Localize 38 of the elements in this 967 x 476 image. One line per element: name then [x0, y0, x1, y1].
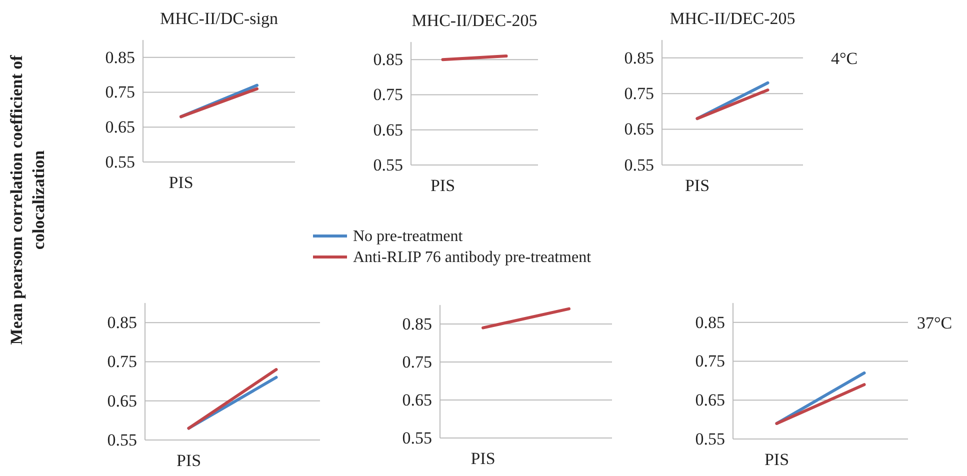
y-tick-label: 0.65 [402, 390, 432, 410]
x-tick-label: PIS [470, 449, 496, 468]
legend-label: Anti-RLIP 76 antibody pre-treatment [353, 249, 592, 266]
y-tick-label: 0.55 [624, 155, 654, 174]
x-tick-label: PIS [684, 176, 710, 196]
y-tick-label: 0.85 [105, 48, 135, 67]
y-tick-label: 0.55 [402, 428, 432, 448]
y-tick-label: 0.65 [624, 120, 654, 139]
y-tick-label: 0.75 [695, 352, 725, 371]
y-axis-title: Mean pearsom correlation coefficient of colocalization [7, 54, 48, 345]
x-tick-label: PIS [764, 450, 790, 470]
x-tick-label: PIS [430, 176, 456, 196]
y-tick-label: 0.85 [373, 50, 403, 70]
y-tick-label: 0.65 [695, 390, 725, 410]
x-tick-label: PIS [176, 451, 202, 470]
chart-title: MHC-II/DC-sign [160, 9, 279, 28]
y-tick-label: 0.55 [105, 152, 135, 172]
y-tick-label: 0.75 [373, 85, 403, 104]
text: 37°C [917, 313, 952, 332]
y-tick-label: 0.75 [402, 352, 432, 372]
y-tick-label: 0.85 [107, 313, 137, 332]
y-tick-label: 0.55 [107, 430, 137, 450]
y-tick-label: 0.85 [695, 312, 725, 332]
y-tick-label: 0.75 [105, 82, 135, 102]
y-tick-label: 0.75 [107, 352, 137, 372]
y-tick-label: 0.75 [624, 84, 654, 104]
y-tick-label: 0.55 [695, 429, 725, 448]
y-tick-label: 0.85 [402, 314, 432, 334]
chart-title: MHC-II/DEC-205 [412, 11, 538, 30]
x-tick-label: PIS [168, 173, 194, 192]
chart-title: MHC-II/DEC-205 [670, 9, 796, 28]
y-tick-label: 0.85 [624, 48, 654, 68]
y-tick-label: 0.65 [107, 391, 137, 410]
y-tick-label: 0.55 [373, 155, 403, 174]
y-tick-label: 0.65 [105, 118, 135, 137]
y-tick-label: 0.65 [373, 120, 403, 140]
text: 4°C [831, 48, 858, 68]
legend-label: No pre-treatment [353, 228, 464, 245]
